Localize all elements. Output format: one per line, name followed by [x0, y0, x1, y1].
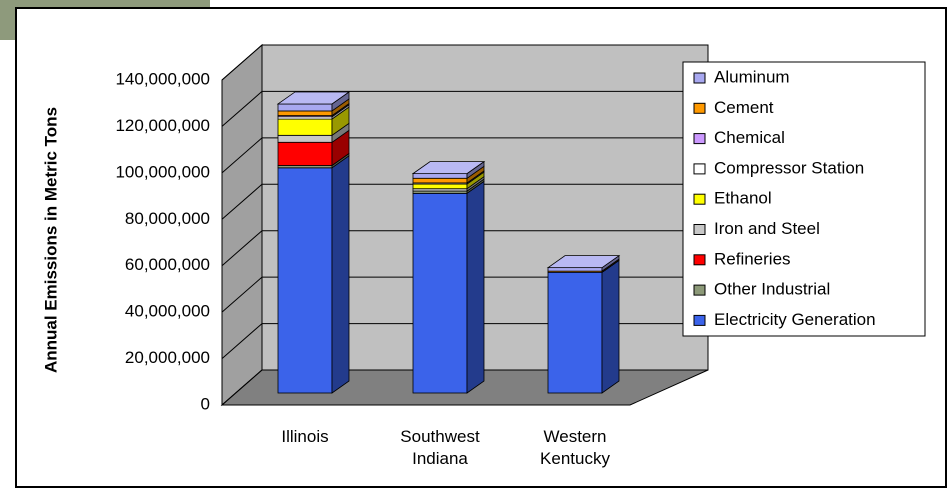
legend-swatch — [693, 163, 706, 175]
bar-top — [546, 255, 621, 269]
bar-segment — [412, 192, 468, 394]
legend-swatch — [693, 193, 706, 205]
legend-label: Cement — [714, 98, 774, 117]
legend-label: Ethanol — [714, 189, 772, 208]
bar-segment — [547, 267, 603, 272]
x-tick-label: Southwest Indiana — [400, 427, 480, 468]
bar-segment — [547, 271, 603, 394]
y-tick-label: 60,000,000 — [125, 255, 210, 274]
legend-label: Compressor Station — [714, 158, 864, 177]
bar-top — [276, 91, 351, 105]
legend-swatch — [693, 254, 706, 266]
bar-segment — [412, 173, 468, 179]
bar-side — [466, 180, 485, 394]
y-tick-label: 100,000,000 — [115, 162, 210, 181]
legend-label: Aluminum — [714, 67, 790, 86]
grid-line — [221, 230, 708, 267]
legend-swatch — [693, 102, 706, 114]
bar-segment — [412, 183, 468, 190]
bar-segment — [277, 103, 333, 112]
x-tick-label: Illinois — [281, 427, 328, 446]
y-tick-label: 140,000,000 — [115, 69, 210, 88]
bar-segment — [277, 110, 333, 116]
bar-segment — [277, 134, 333, 143]
legend-box — [682, 61, 926, 337]
legend-swatch — [693, 133, 706, 145]
bar-segment — [277, 141, 333, 166]
legend-swatch — [693, 314, 706, 326]
y-axis-title: Annual Emissions in Metric Tons — [41, 107, 60, 373]
legend-label: Chemical — [714, 128, 785, 147]
y-tick-label: 20,000,000 — [125, 348, 210, 367]
x-tick-label: Western Kentucky — [540, 427, 610, 468]
x-tick-label-line: Western — [544, 427, 607, 446]
x-tick-label-line: Illinois — [281, 427, 328, 446]
y-tick-label: 0 — [201, 394, 210, 413]
y-tick-label: 120,000,000 — [115, 116, 210, 135]
x-tick-label-line: Southwest — [400, 427, 480, 446]
legend-swatch — [693, 284, 706, 296]
bar-side — [601, 259, 620, 394]
legend-swatch — [693, 72, 706, 84]
bar-top — [411, 161, 486, 175]
legend-label: Iron and Steel — [714, 219, 820, 238]
y-tick-label: 80,000,000 — [125, 209, 210, 228]
bar-segment — [277, 118, 333, 136]
bar-segment — [277, 167, 333, 394]
grid-line — [221, 90, 708, 127]
y-tick-label: 40,000,000 — [125, 302, 210, 321]
legend-swatch — [693, 224, 706, 235]
legend-label: Refineries — [714, 249, 791, 268]
x-tick-label-line: Indiana — [412, 449, 468, 468]
legend-label: Other Industrial — [714, 280, 830, 299]
grid-line — [221, 137, 708, 174]
x-tick-label-line: Kentucky — [540, 449, 610, 468]
grid-line — [221, 44, 708, 81]
bar-segment — [412, 177, 468, 184]
side-wall — [221, 43, 263, 407]
bar-side — [331, 155, 350, 394]
legend-label: Electricity Generation — [714, 310, 876, 329]
grid-line — [221, 183, 708, 220]
